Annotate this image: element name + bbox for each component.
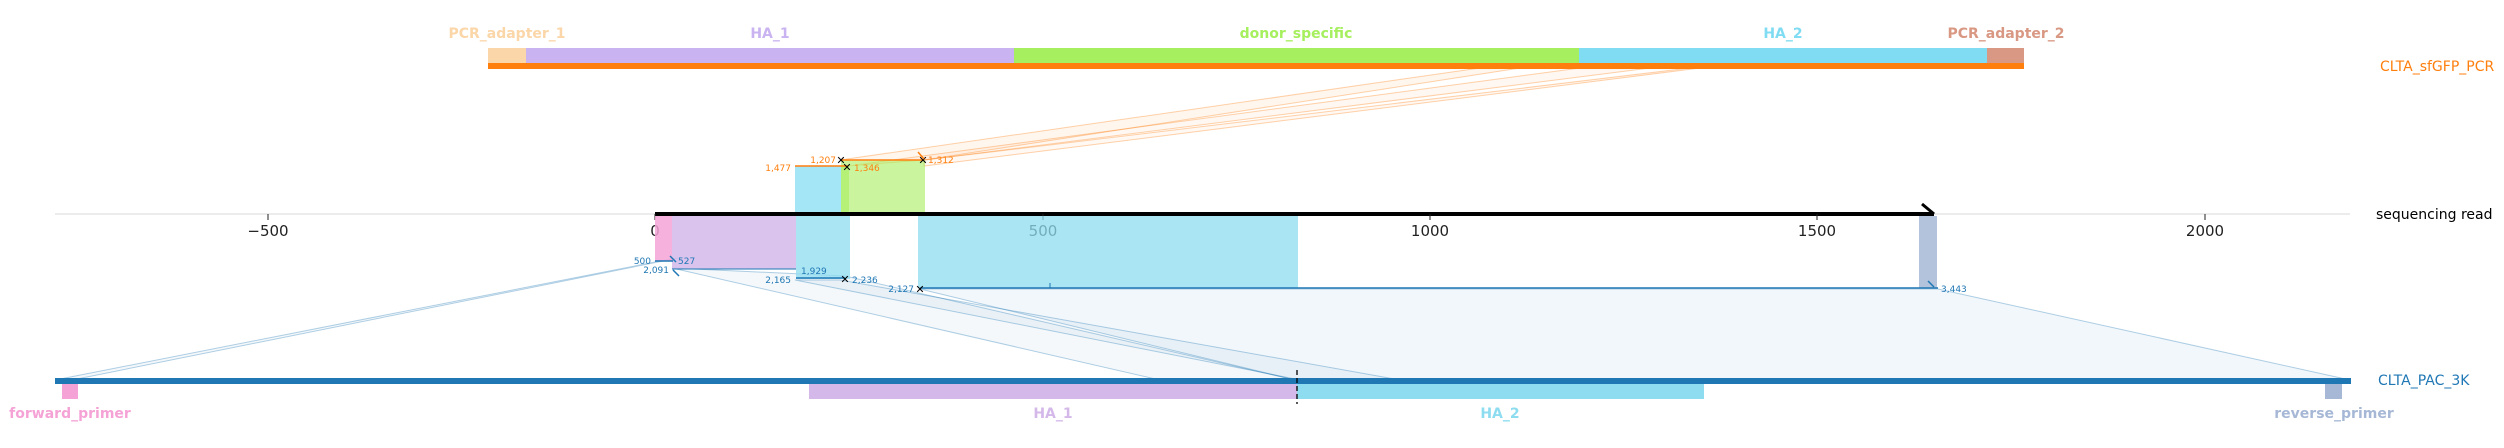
bottom-alignment-fans bbox=[54, 257, 2351, 381]
feature-label-pcr-adapter-1: PCR_adapter_1 bbox=[448, 26, 565, 42]
tick-label-1500: 1500 bbox=[1798, 222, 1836, 240]
upper-aln-ha2-block bbox=[795, 166, 841, 213]
lower-aln-reverse-primer-block bbox=[1919, 216, 1937, 288]
upper-aln-donor-block-1 bbox=[841, 160, 925, 213]
top-alignments: ✕ ✕ ✕ 1,477 1,207 1,346 1,312 bbox=[765, 151, 954, 214]
feature-donor-specific bbox=[1014, 48, 1579, 64]
bottom-reference-bar bbox=[55, 378, 2351, 384]
lower-aln-cross-1: ✕ bbox=[840, 273, 849, 286]
feature-ha-1-bottom bbox=[809, 384, 1297, 399]
upper-aln-cross-3: ✕ bbox=[918, 154, 927, 167]
read-end-arrow bbox=[1921, 202, 1935, 216]
upper-aln-cross-1: ✕ bbox=[836, 154, 845, 167]
read-name: sequencing read bbox=[2376, 207, 2492, 223]
feature-label-ha-2-bottom: HA_2 bbox=[1480, 406, 1519, 422]
feature-label-ha-1-bottom: HA_1 bbox=[1033, 406, 1072, 422]
feature-ha-2-top bbox=[1579, 48, 1987, 64]
annotation-1477: 1,477 bbox=[765, 164, 791, 174]
feature-ha-2-bottom bbox=[1297, 384, 1704, 399]
tick-label-1000: 1000 bbox=[1411, 222, 1449, 240]
bottom-reference: forward_primer HA_1 HA_2 reverse_primer … bbox=[9, 370, 2470, 422]
upper-aln-arrow bbox=[917, 151, 925, 160]
lower-aln-arrow-1 bbox=[669, 255, 677, 263]
annotation-1929: 1,929 bbox=[801, 267, 827, 277]
feature-ha-1-top bbox=[526, 48, 1014, 64]
top-reference-bar bbox=[488, 63, 2024, 69]
top-reference-name: CLTA_sfGFP_PCR bbox=[2380, 59, 2494, 75]
bottom-reference-name: CLTA_PAC_3K bbox=[2378, 373, 2470, 389]
tick-label-2000: 2000 bbox=[2186, 222, 2224, 240]
bottom-alignments: ✕ ✕ 500 527 2,091 1,929 2,165 2,236 2,12… bbox=[634, 216, 1967, 296]
annotation-2091: 2,091 bbox=[643, 266, 669, 276]
lower-aln-ha2-block-1 bbox=[796, 216, 850, 279]
upper-aln-cross-2: ✕ bbox=[842, 161, 851, 174]
lower-aln-arrow-2 bbox=[672, 269, 680, 277]
feature-label-pcr-adapter-2: PCR_adapter_2 bbox=[1947, 26, 2064, 42]
feature-label-ha-1-top: HA_1 bbox=[750, 26, 789, 42]
lower-aln-ha2-block-2 bbox=[918, 216, 1298, 288]
annotation-1207: 1,207 bbox=[810, 156, 836, 166]
annotation-2165: 2,165 bbox=[765, 276, 791, 286]
top-fan-2 bbox=[847, 67, 1651, 167]
top-reference: PCR_adapter_1 HA_1 donor_specific HA_2 P… bbox=[448, 26, 2494, 75]
lower-aln-ha1-block bbox=[672, 216, 796, 269]
upper-aln-donor-block-2 bbox=[841, 166, 849, 213]
annotation-500: 500 bbox=[634, 257, 651, 267]
top-alignment-fans bbox=[839, 67, 1701, 167]
feature-label-reverse-primer: reverse_primer bbox=[2274, 406, 2394, 422]
top-fan-3 bbox=[923, 67, 1701, 167]
annotation-2127: 2,127 bbox=[888, 285, 914, 295]
annotation-1312: 1,312 bbox=[928, 156, 954, 166]
feature-pcr-adapter-2 bbox=[1987, 48, 2024, 64]
feature-label-forward-primer: forward_primer bbox=[9, 406, 131, 422]
feature-label-donor-specific: donor_specific bbox=[1240, 26, 1353, 42]
feature-pcr-adapter-1 bbox=[488, 48, 526, 64]
lower-aln-arrow-3 bbox=[1927, 280, 1935, 288]
annotation-1346: 1,346 bbox=[854, 164, 880, 174]
annotation-3443: 3,443 bbox=[1941, 285, 1967, 295]
lower-aln-cross-2: ✕ bbox=[915, 283, 924, 296]
lower-aln-primer-block bbox=[655, 216, 672, 261]
feature-label-ha-2-top: HA_2 bbox=[1763, 26, 1802, 42]
bottom-fan-primer bbox=[54, 257, 679, 381]
feature-forward-primer bbox=[62, 384, 78, 399]
tick-label-neg500: −500 bbox=[247, 222, 288, 240]
top-fan-1 bbox=[839, 67, 1521, 161]
feature-reverse-primer bbox=[2325, 384, 2342, 399]
annotation-527: 527 bbox=[678, 257, 695, 267]
annotation-2236: 2,236 bbox=[852, 276, 878, 286]
